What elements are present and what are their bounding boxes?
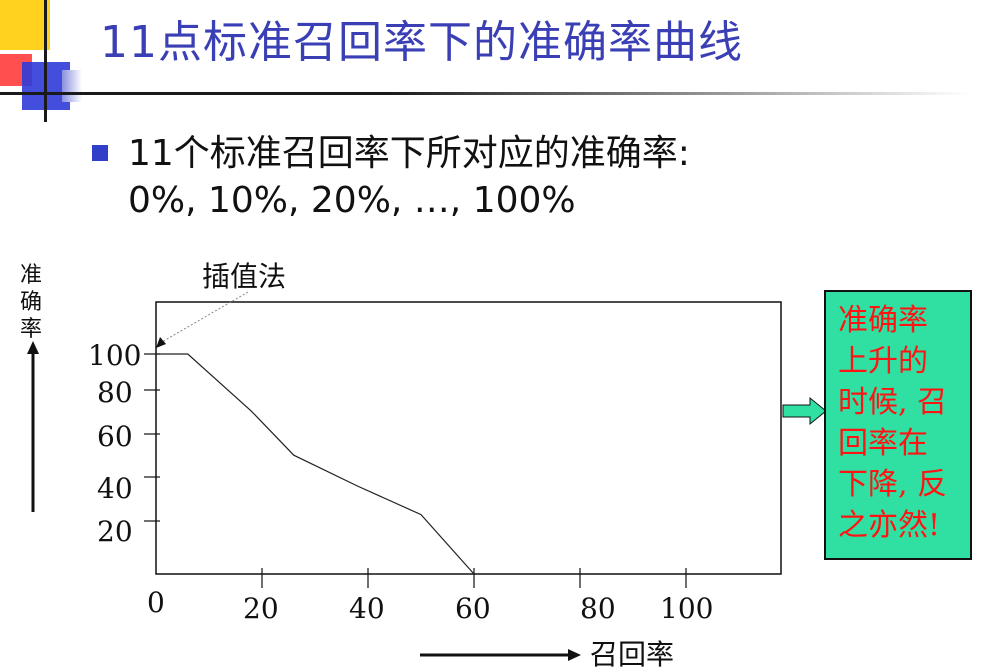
x-tick-label-20: 20 [243,592,279,625]
plot-frame [155,301,782,575]
y-axis-label: 准确率 [20,263,43,342]
callout-line: 下降, 反 [838,467,948,502]
bullet-text-line-2: 0%, 10%, 20%, …, 100% [128,180,576,221]
callout-line: 之亦然! [838,508,941,543]
bullet-square-icon [92,145,108,161]
callout-line: 时候, 召 [838,385,948,420]
callout-box: 准确率 上升的 时候, 召 回率在 下降, 反 之亦然! [824,290,972,560]
y-tick-label-80: 80 [97,376,133,409]
callout-line: 上升的 [838,344,928,379]
bullet-text-line-1: 11个标准召回率下所对应的准确率: [128,133,690,174]
callout-line: 回率在 [838,426,928,461]
y-tick-label-60: 60 [97,420,133,453]
decor-vertical-rule [44,0,47,122]
annotation-label: 插值法 [202,260,286,293]
slide-title: 11点标准召回率下的准确率曲线 [100,17,743,68]
decor-yellow-square [0,0,50,50]
callout-arrow-icon [782,396,827,426]
annotation-leader-line [161,291,249,343]
x-axis-label: 召回率 [590,638,674,671]
x-axis-arrow-head [568,649,581,661]
x-tick-label-40: 40 [349,592,385,625]
callout-line: 准确率 [838,303,928,338]
precision-curve [156,353,475,575]
x-tick-label-0: 0 [147,586,165,619]
x-tick-label-100: 100 [660,592,713,625]
x-tick-label-80: 80 [580,592,616,625]
y-tick-label-100: 100 [88,339,141,372]
x-tick-label-60: 60 [455,592,491,625]
y-tick-label-40: 40 [97,472,133,505]
annotation-arrow-head [156,337,166,348]
y-axis-arrow-head [27,341,39,354]
y-tick-label-20: 20 [97,515,133,548]
decor-horizontal-rule [0,92,968,95]
